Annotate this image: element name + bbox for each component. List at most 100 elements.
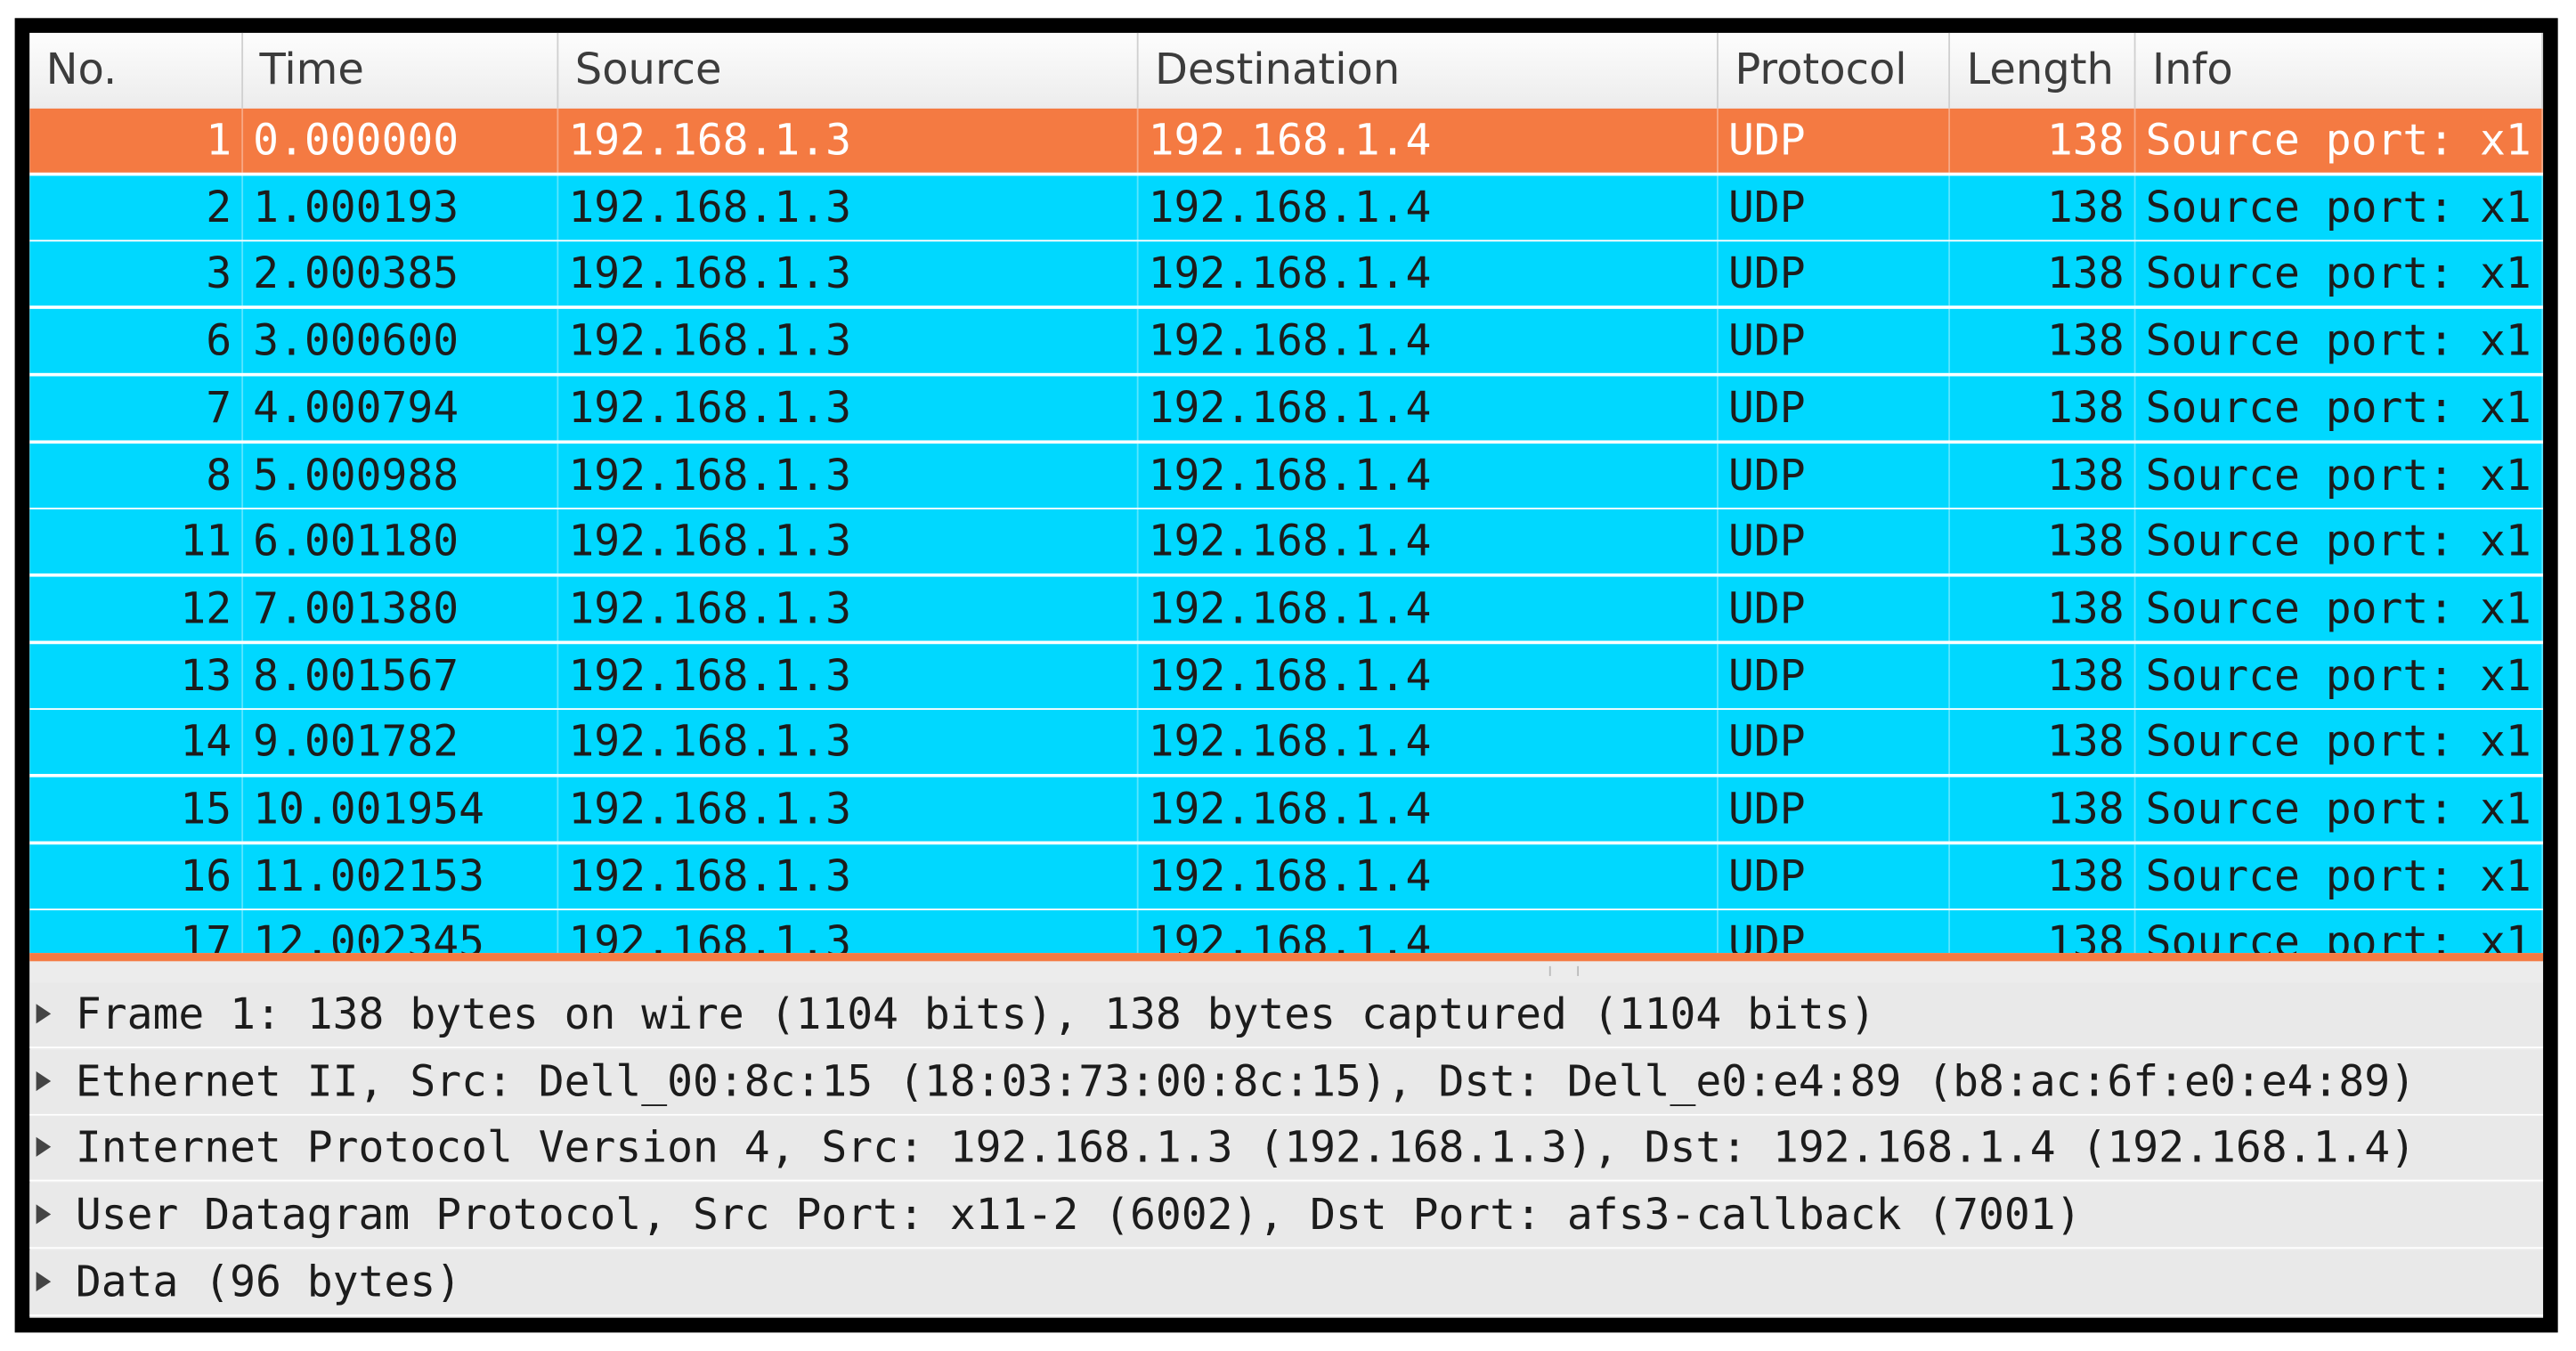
packet-row[interactable]: 7 4.000794 192.168.1.3 192.168.1.4 UDP 138 Sou… [29, 376, 2544, 441]
packet-row[interactable]: 14 9.001782 192.168.1.3 192.168.1.4 UDP 138 So… [29, 710, 2544, 775]
detail-text: Internet Protocol Version 4, Src: 192.16… [75, 1124, 2416, 1175]
packet-cell: Source port: x1 [2136, 843, 2544, 908]
packet-cell: 192.168.1.4 [1139, 509, 1719, 574]
splitter-grip [1548, 965, 1580, 976]
packet-cell: 192.168.1.3 [558, 643, 1139, 708]
detail-row[interactable]: User Datagram Protocol, Src Port: x11-2 … [29, 1183, 2544, 1249]
expand-arrow[interactable] [36, 1271, 52, 1291]
packet-cell: Source port: x1 [2136, 309, 2544, 373]
packet-cell: 192.168.1.4 [1139, 376, 1719, 441]
packet-cell: 138 [1950, 910, 2136, 954]
packet-row[interactable]: 1 0.000000 192.168.1.3 192.168.1.4 UDP 138 Sou… [29, 108, 2544, 173]
packet-cell: 138 [1950, 843, 2136, 908]
packet-cell: 138 [1950, 108, 2136, 173]
expand-arrow[interactable] [36, 1137, 52, 1158]
column-header-cell[interactable]: Destination [1139, 32, 1719, 109]
packet-row[interactable]: 16 11.002153 192.168.1.3 192.168.1.4 UDP 138 S… [29, 843, 2544, 908]
packet-cell: 192.168.1.4 [1139, 777, 1719, 842]
expand-arrow[interactable] [36, 1004, 52, 1024]
packet-cell: 192.168.1.3 [558, 509, 1139, 574]
packet-cell: 4.000794 [243, 376, 559, 441]
column-header: No. Time Source Destination Protocol Length In… [29, 32, 2544, 110]
detail-text: Data (96 bytes) [75, 1257, 462, 1308]
packet-cell: 6 [29, 309, 244, 373]
packet-row[interactable]: 2 1.000193 192.168.1.3 192.168.1.4 UDP 138 Sou… [29, 175, 2544, 240]
packet-cell: UDP [1719, 175, 1951, 240]
column-header-cell[interactable]: Length [1950, 32, 2136, 109]
packet-cell: 1 [29, 108, 244, 173]
packet-cell: 8 [29, 443, 244, 508]
packet-cell: 192.168.1.4 [1139, 710, 1719, 775]
packet-cell: 8.001567 [243, 643, 559, 708]
packet-cell: UDP [1719, 777, 1951, 842]
packet-row[interactable]: 8 5.000988 192.168.1.3 192.168.1.4 UDP 138 Sou… [29, 443, 2544, 508]
packet-cell: 138 [1950, 710, 2136, 775]
packet-cell: UDP [1719, 108, 1951, 173]
packet-cell: 6.001180 [243, 509, 559, 574]
packet-details: Frame 1: 138 bytes on wire (1104 bits), … [29, 982, 2544, 1317]
packet-cell: 192.168.1.4 [1139, 309, 1719, 373]
packet-cell: 1.000193 [243, 175, 559, 240]
detail-row[interactable]: Data (96 bytes) [29, 1249, 2544, 1316]
packet-cell: 138 [1950, 509, 2136, 574]
packet-cell: 192.168.1.4 [1139, 175, 1719, 240]
packet-cell: 12 [29, 576, 244, 641]
detail-text: Ethernet II, Src: Dell_00:8c:15 (18:03:7… [75, 1057, 2416, 1107]
packet-cell: 7.001380 [243, 576, 559, 641]
packet-cell: 138 [1950, 175, 2136, 240]
packet-cell: 138 [1950, 376, 2136, 441]
packet-cell: 138 [1950, 576, 2136, 641]
detail-row[interactable]: Frame 1: 138 bytes on wire (1104 bits), … [29, 982, 2544, 1049]
packet-row[interactable]: 13 8.001567 192.168.1.3 192.168.1.4 UDP 138 So… [29, 643, 2544, 708]
packet-cell: UDP [1719, 376, 1951, 441]
column-header-cell[interactable]: Protocol [1719, 32, 1951, 109]
packet-cell: 138 [1950, 241, 2136, 306]
packet-cell: 192.168.1.4 [1139, 910, 1719, 954]
packet-cell: 192.168.1.3 [558, 843, 1139, 908]
packet-cell: 138 [1950, 643, 2136, 708]
packet-cell: Source port: x1 [2136, 376, 2544, 441]
packet-cell: UDP [1719, 843, 1951, 908]
packet-cell: UDP [1719, 309, 1951, 373]
packet-cell: 3 [29, 241, 244, 306]
packet-cell: UDP [1719, 643, 1951, 708]
expand-arrow[interactable] [36, 1070, 52, 1091]
packet-cell: 3.000600 [243, 309, 559, 373]
packet-cell: Source port: x1 [2136, 576, 2544, 641]
column-header-cell[interactable]: Time [243, 32, 559, 109]
column-header-cell[interactable]: No. [29, 32, 244, 109]
packet-cell: 192.168.1.3 [558, 777, 1139, 842]
packet-cell: Source port: x1 [2136, 241, 2544, 306]
packet-cell: 192.168.1.3 [558, 910, 1139, 954]
detail-row[interactable]: Ethernet II, Src: Dell_00:8c:15 (18:03:7… [29, 1049, 2544, 1116]
packet-cell: 14 [29, 710, 244, 775]
packet-cell: Source port: x1 [2136, 710, 2544, 775]
packet-cell: 192.168.1.4 [1139, 843, 1719, 908]
packet-cell: Source port: x1 [2136, 777, 2544, 842]
packet-cell: 16 [29, 843, 244, 908]
packet-cell: 192.168.1.3 [558, 576, 1139, 641]
packet-cell: 15 [29, 777, 244, 842]
packet-cell: 138 [1950, 777, 2136, 842]
wireshark-view: No. Time Source Destination Protocol Length In… [29, 32, 2544, 1318]
detail-row[interactable]: Internet Protocol Version 4, Src: 192.16… [29, 1116, 2544, 1183]
pane-splitter[interactable] [29, 953, 2544, 983]
packet-row[interactable]: 3 2.000385 192.168.1.3 192.168.1.4 UDP 138 Sou… [29, 241, 2544, 306]
column-header-cell[interactable]: Source [558, 32, 1139, 109]
expand-arrow[interactable] [36, 1204, 52, 1225]
packet-cell: 138 [1950, 309, 2136, 373]
packet-cell: Source port: x1 [2136, 643, 2544, 708]
column-header-cell[interactable]: Info [2136, 32, 2544, 109]
packet-row[interactable]: 11 6.001180 192.168.1.3 192.168.1.4 UDP 138 So… [29, 509, 2544, 574]
packet-row[interactable]: 12 7.001380 192.168.1.3 192.168.1.4 UDP 138 So… [29, 576, 2544, 641]
packet-cell: UDP [1719, 710, 1951, 775]
packet-cell: 7 [29, 376, 244, 441]
packet-row[interactable]: 17 12.002345 192.168.1.3 192.168.1.4 UDP 138 S… [29, 910, 2544, 954]
packet-cell: 2 [29, 175, 244, 240]
detail-text: User Datagram Protocol, Src Port: x11-2 … [75, 1191, 2082, 1241]
packet-row[interactable]: 6 3.000600 192.168.1.3 192.168.1.4 UDP 138 Sou… [29, 309, 2544, 373]
packet-row[interactable]: 15 10.001954 192.168.1.3 192.168.1.4 UDP 138 S… [29, 777, 2544, 842]
packet-cell: UDP [1719, 443, 1951, 508]
packet-cell: 2.000385 [243, 241, 559, 306]
packet-cell: 192.168.1.4 [1139, 108, 1719, 173]
